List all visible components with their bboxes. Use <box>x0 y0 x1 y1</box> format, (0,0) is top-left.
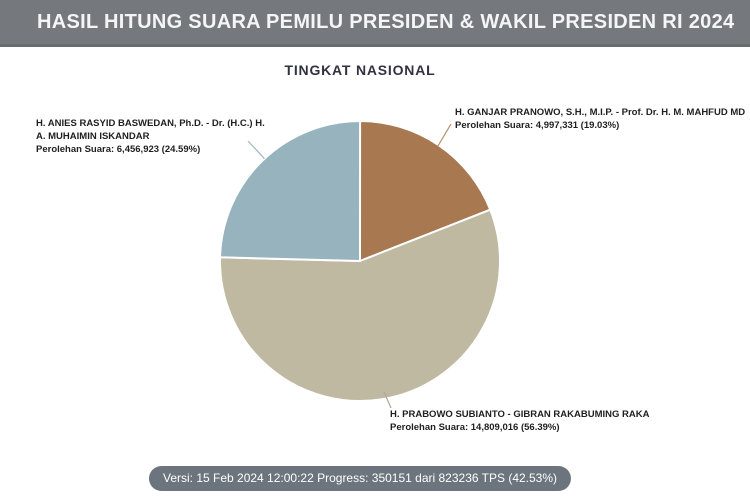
status-text: Versi: 15 Feb 2024 12:00:22 Progress: 35… <box>162 471 558 485</box>
label-prabowo-gibran: H. PRABOWO SUBIANTO - GIBRAN RAKABUMING … <box>390 408 649 434</box>
candidate-name-line: H. GANJAR PRANOWO, S.H., M.I.P. - Prof. … <box>455 107 746 118</box>
label-connector-anies <box>247 140 265 160</box>
label-connector-prabowo <box>383 391 392 409</box>
pie-slice-prabowo-gibran[interactable] <box>219 208 501 402</box>
label-connector-ganjar <box>437 123 452 147</box>
candidate-name-line: H. ANIES RASYID BASWEDAN, Ph.D. - Dr. (H… <box>36 118 265 129</box>
label-anies-muhaimin: H. ANIES RASYID BASWEDAN, Ph.D. - Dr. (H… <box>36 117 265 156</box>
pie-slices[interactable] <box>219 120 501 402</box>
pie-slice-anies-muhaimin[interactable] <box>219 120 362 262</box>
candidate-name-line: H. PRABOWO SUBIANTO - GIBRAN RAKABUMING … <box>390 409 650 420</box>
candidate-votes-line: Perolehan Suara: 14,809,016 (56.39%) <box>390 422 560 433</box>
chart-title: TINGKAT NASIONAL <box>284 62 436 78</box>
candidate-votes-line: Perolehan Suara: 6,456,923 (24.59%) <box>36 144 201 155</box>
candidate-votes-line: Perolehan Suara: 4,997,331 (19.03%) <box>455 120 620 131</box>
header-bar: HASIL HITUNG SUARA PEMILU PRESIDEN & WAK… <box>0 0 750 47</box>
page-title: HASIL HITUNG SUARA PEMILU PRESIDEN & WAK… <box>37 10 735 33</box>
label-ganjar-mahfud: H. GANJAR PRANOWO, S.H., M.I.P. - Prof. … <box>455 106 745 132</box>
candidate-name-line: A. MUHAIMIN ISKANDAR <box>36 131 150 142</box>
status-badge: Versi: 15 Feb 2024 12:00:22 Progress: 35… <box>148 466 572 491</box>
